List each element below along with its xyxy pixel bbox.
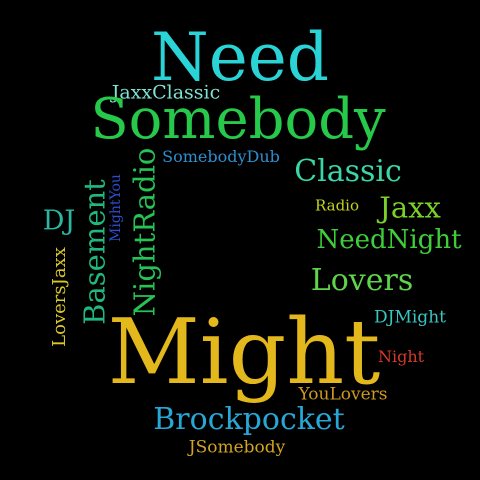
word-might: Might <box>107 300 381 405</box>
word-night: Night <box>377 347 425 366</box>
word-dj: DJ <box>42 205 76 237</box>
word-youlovers: YouLovers <box>298 384 388 405</box>
word-need: Need <box>150 19 330 96</box>
word-jsomebody: JSomebody <box>188 437 286 458</box>
word-neednight: NeedNight <box>316 225 462 255</box>
word-loversjaxx: LoversJaxx <box>49 247 70 347</box>
word-djmight: DJMight <box>374 307 446 328</box>
word-jaxxclassic: JaxxClassic <box>111 81 221 104</box>
word-jaxx: Jaxx <box>379 190 441 225</box>
word-somebodydub: SomebodyDub <box>162 147 280 166</box>
word-somebody: Somebody <box>90 87 386 152</box>
word-lovers: Lovers <box>310 263 414 298</box>
word-classic: Classic <box>294 154 402 189</box>
word-nightradio: NightRadio <box>127 147 162 317</box>
word-brockpocket: Brockpocket <box>153 402 345 437</box>
word-radio: Radio <box>314 196 360 215</box>
word-basement: Basement <box>77 179 112 325</box>
